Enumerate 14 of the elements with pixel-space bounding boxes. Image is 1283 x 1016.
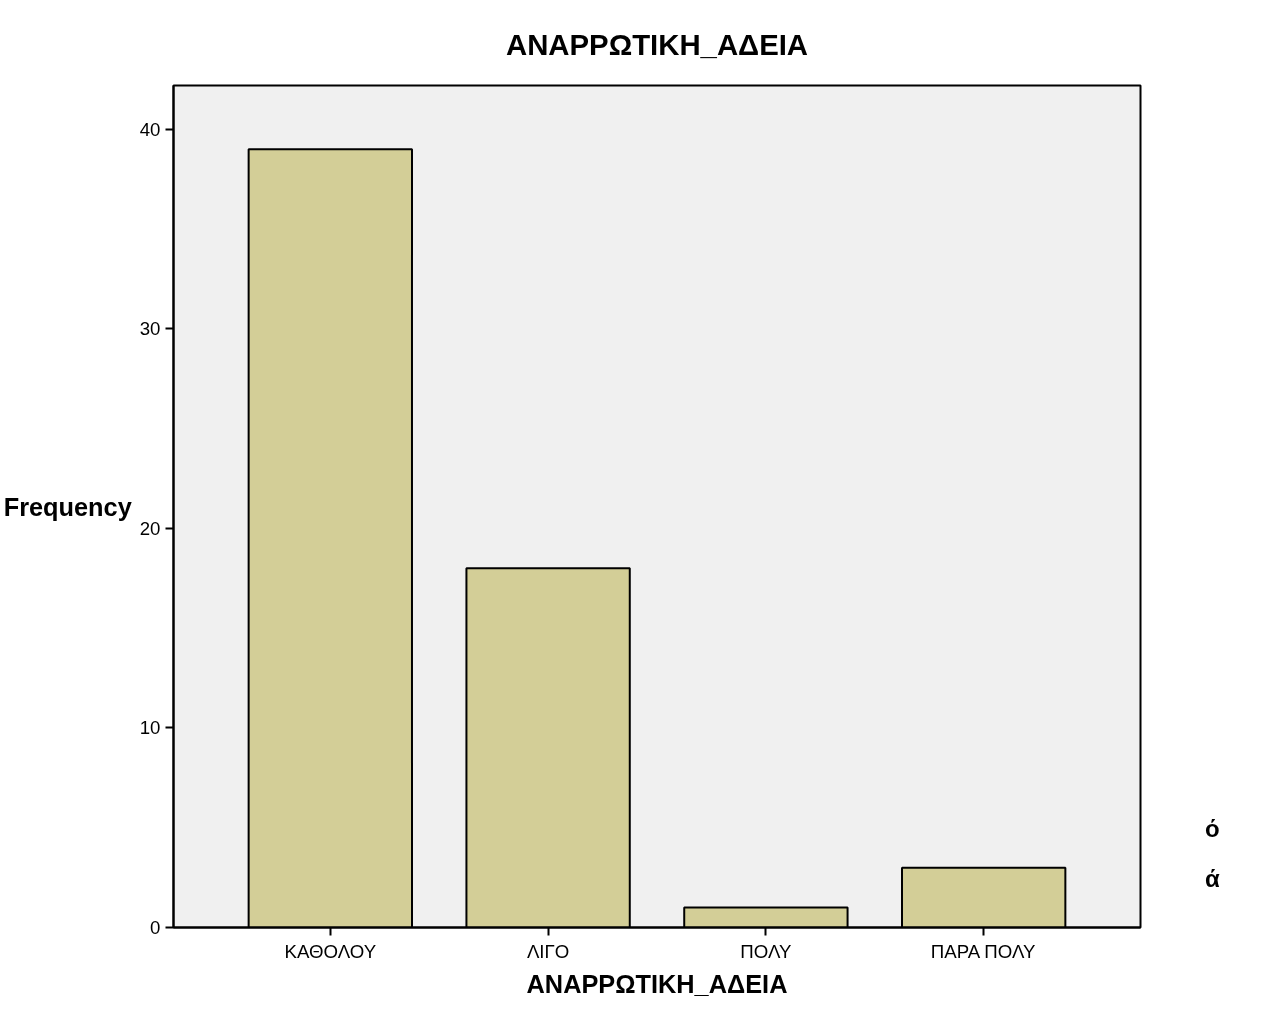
y-tick-label: 0 [150,917,161,938]
x-axis-title: ΑΝΑΡΡΩΤΙΚΗ_ΑΔΕΙΑ [526,969,788,998]
text: ά [1205,865,1220,894]
y-tick-label: 20 [139,517,161,539]
x-tick-label: ΛΙΓΟ [526,940,570,962]
x-tick-label: ΠΟΛΥ [740,940,793,962]
chart-title: ΑΝΑΡΡΩΤΙΚΗ_ΑΔΕΙΑ [505,27,809,61]
text: ό [1205,815,1220,844]
x-tick-label: ΠΑΡΑ ΠΟΛΥ [930,940,1037,962]
y-tick-label: 40 [139,118,161,140]
y-tick-label: 10 [139,717,161,739]
y-axis-title: Frequency [3,492,132,521]
x-tick-label: ΚΑΘΟΛΟΥ [284,940,377,962]
y-tick-label: 30 [139,318,161,340]
